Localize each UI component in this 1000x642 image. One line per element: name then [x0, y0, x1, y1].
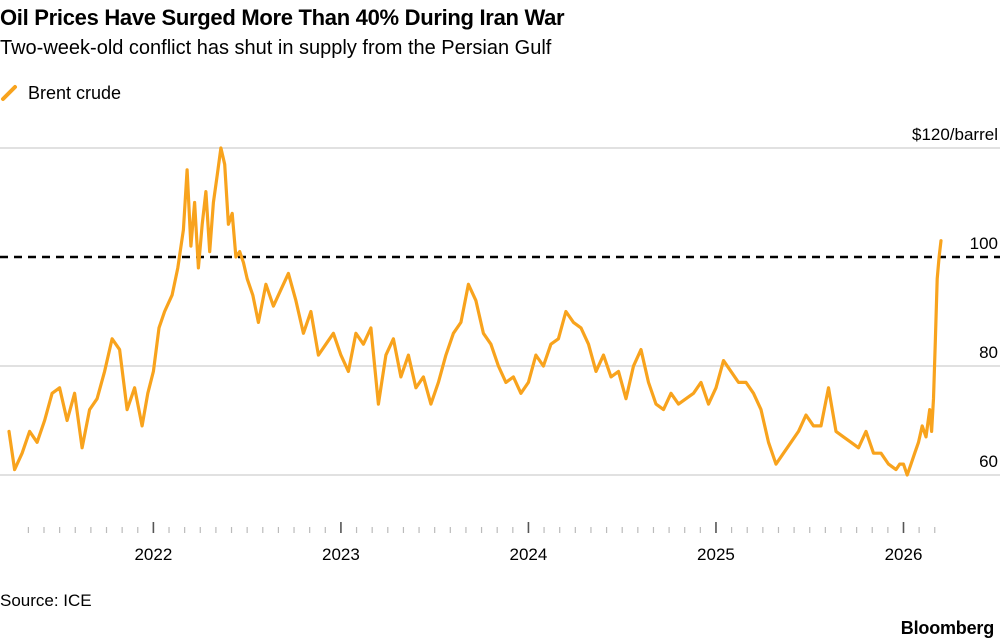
source-note: Source: ICE	[0, 591, 92, 610]
y-axis-labels: $120/barrel 100 80 60	[912, 125, 998, 471]
brand-logo: Bloomberg	[900, 618, 994, 638]
y-tick-label-100: 100	[970, 234, 998, 253]
legend-label-brent: Brent crude	[28, 82, 122, 103]
series-line-brent	[7, 146, 943, 477]
chart-subtitle: Two-week-old conflict has shut in supply…	[0, 37, 552, 59]
legend-swatch-icon	[1, 85, 17, 101]
x-axis: 2022 2023 2024 2025 2026	[27, 522, 936, 564]
grid-lines	[0, 147, 1000, 476]
x-tick-label-2026: 2026	[885, 545, 923, 564]
x-tick-label-2025: 2025	[697, 545, 735, 564]
chart-title: Oil Prices Have Surged More Than 40% Dur…	[0, 5, 565, 30]
y-tick-label-60: 60	[979, 452, 998, 471]
y-tick-label-80: 80	[979, 343, 998, 362]
x-tick-label-2022: 2022	[134, 545, 172, 564]
x-tick-label-2023: 2023	[322, 545, 360, 564]
series-layer	[7, 146, 943, 477]
x-tick-label-2024: 2024	[510, 545, 548, 564]
legend: Brent crude	[0, 82, 121, 104]
y-tick-label-120: $120/barrel	[912, 125, 998, 144]
